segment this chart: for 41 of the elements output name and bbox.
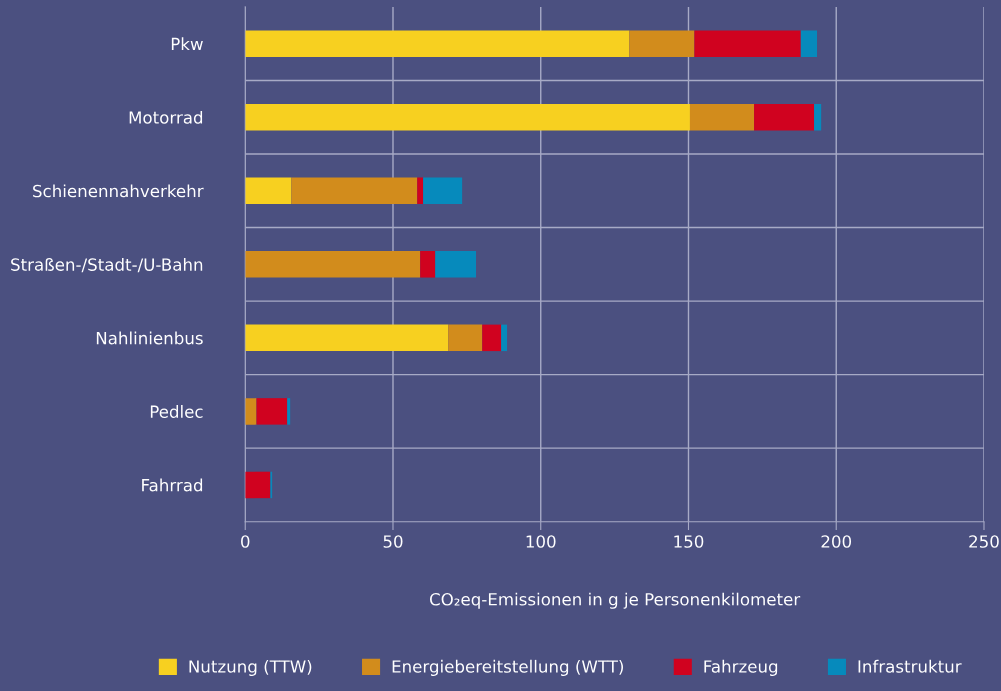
bar xyxy=(245,251,421,278)
y-tick-label: Pedlec xyxy=(150,405,203,418)
y-tick-label: Nahlinienbus xyxy=(96,331,203,345)
x-tick-label: 0 xyxy=(241,535,250,548)
bar xyxy=(629,30,695,57)
x-tick-label: 200 xyxy=(821,535,852,548)
bar xyxy=(245,177,292,204)
bar xyxy=(256,398,288,425)
y-tick-label: Straßen-/Stadt-/U-Bahn xyxy=(11,257,203,273)
bar xyxy=(423,177,463,204)
y-tick-label: Fahrrad xyxy=(142,478,203,492)
bar xyxy=(448,324,483,352)
bar xyxy=(501,324,508,352)
legend-label: Energiebereitstellung (WTT) xyxy=(392,659,624,676)
bar xyxy=(689,103,755,131)
legend-label: Nutzung (TTW) xyxy=(189,659,312,676)
bar xyxy=(245,471,271,499)
x-tick-label: 150 xyxy=(674,535,704,548)
x-tick-label: 250 xyxy=(969,535,999,548)
bar xyxy=(754,103,815,131)
bar xyxy=(694,30,801,57)
bar xyxy=(245,398,257,425)
y-tick-label: Pkw xyxy=(171,37,203,51)
x-axis-title: CO₂eq-Emissionen in g je Personenkilometer xyxy=(429,592,801,609)
legend-label: Infrastruktur xyxy=(858,659,962,673)
bar xyxy=(287,398,291,425)
bar xyxy=(800,30,818,57)
legend-label: Fahrzeug xyxy=(704,659,778,676)
y-tick-label: Motorrad xyxy=(129,110,203,124)
bar xyxy=(245,103,690,131)
x-tick-label: 50 xyxy=(383,535,403,548)
bar xyxy=(417,177,424,204)
bar xyxy=(814,103,822,131)
bar xyxy=(420,251,436,278)
bar xyxy=(482,324,502,352)
y-tick-label: Schienennahverkehr xyxy=(33,184,204,198)
bar xyxy=(291,177,418,204)
bar xyxy=(245,30,630,57)
bar xyxy=(245,324,449,352)
bar xyxy=(435,251,477,278)
x-tick-label: 100 xyxy=(526,535,556,548)
